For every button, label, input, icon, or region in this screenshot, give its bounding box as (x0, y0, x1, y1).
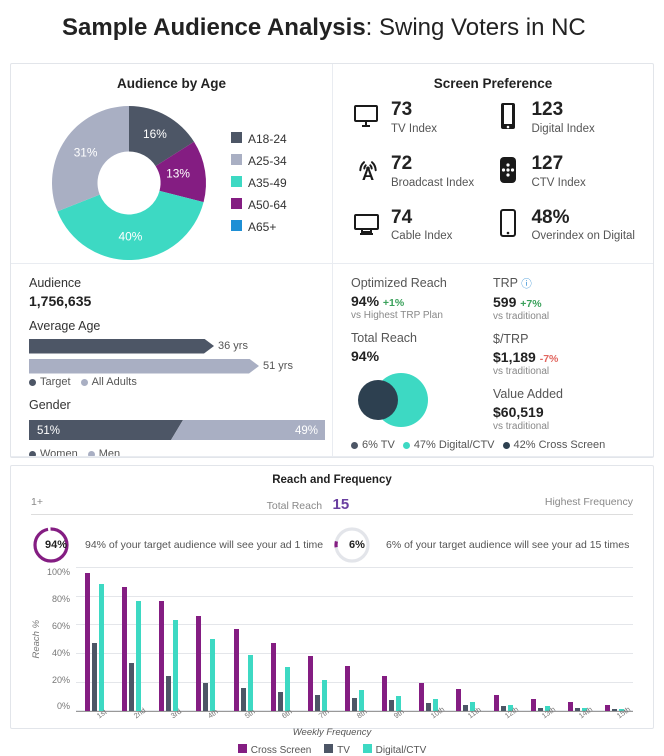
svg-text:13%: 13% (166, 166, 190, 180)
svg-text:16%: 16% (143, 127, 167, 141)
svg-text:49%: 49% (295, 425, 318, 437)
svg-text:31%: 31% (74, 145, 98, 159)
svg-text:51%: 51% (37, 425, 60, 437)
svg-text:40%: 40% (118, 229, 142, 243)
